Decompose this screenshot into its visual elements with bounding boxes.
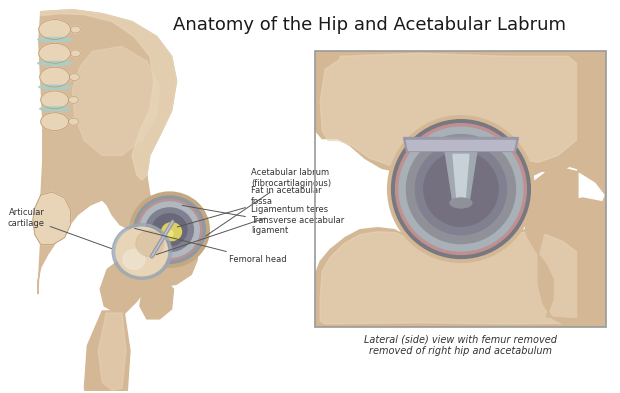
Ellipse shape: [40, 107, 69, 111]
Ellipse shape: [388, 116, 534, 263]
Polygon shape: [146, 218, 192, 248]
Polygon shape: [41, 10, 177, 180]
Ellipse shape: [134, 196, 205, 263]
Ellipse shape: [39, 85, 71, 89]
Ellipse shape: [41, 91, 69, 109]
Ellipse shape: [164, 230, 173, 238]
Ellipse shape: [39, 43, 71, 63]
Ellipse shape: [138, 200, 202, 260]
Polygon shape: [445, 151, 477, 203]
Ellipse shape: [39, 20, 71, 39]
Text: Femoral head: Femoral head: [135, 228, 286, 264]
Ellipse shape: [40, 67, 69, 87]
Ellipse shape: [69, 73, 79, 81]
Ellipse shape: [38, 37, 71, 41]
Polygon shape: [73, 46, 160, 155]
Ellipse shape: [162, 223, 182, 241]
Ellipse shape: [123, 250, 145, 269]
Polygon shape: [316, 225, 606, 327]
Ellipse shape: [392, 120, 530, 259]
Polygon shape: [84, 311, 130, 393]
Polygon shape: [453, 154, 469, 201]
Ellipse shape: [146, 208, 193, 252]
Text: Transverse acetabular
ligament: Transverse acetabular ligament: [182, 206, 344, 235]
Polygon shape: [404, 138, 518, 151]
Ellipse shape: [69, 118, 78, 125]
Text: Acetabular labrum
(fibrocartilaginous): Acetabular labrum (fibrocartilaginous): [206, 169, 331, 236]
Ellipse shape: [38, 61, 71, 65]
Ellipse shape: [153, 214, 187, 246]
Text: Fat in acetabular
fossa: Fat in acetabular fossa: [177, 186, 322, 227]
Polygon shape: [525, 51, 606, 327]
Ellipse shape: [112, 224, 172, 279]
Text: Ligamentum teres: Ligamentum teres: [156, 206, 328, 255]
Ellipse shape: [71, 50, 81, 57]
Ellipse shape: [407, 134, 515, 244]
Polygon shape: [132, 222, 197, 287]
Ellipse shape: [450, 198, 472, 208]
Bar: [316, 51, 606, 327]
Polygon shape: [38, 10, 177, 294]
Polygon shape: [516, 51, 606, 327]
Ellipse shape: [71, 26, 81, 33]
Ellipse shape: [140, 202, 200, 257]
Ellipse shape: [130, 192, 209, 267]
Polygon shape: [33, 192, 71, 244]
Polygon shape: [140, 279, 174, 319]
Text: Articular
cartilage: Articular cartilage: [7, 208, 112, 249]
Ellipse shape: [136, 231, 164, 257]
Ellipse shape: [415, 143, 507, 235]
Ellipse shape: [399, 127, 523, 251]
Ellipse shape: [116, 227, 167, 276]
Text: Lateral (side) view with femur removed
removed of right hip and acetabulum: Lateral (side) view with femur removed r…: [364, 335, 557, 356]
Polygon shape: [316, 51, 606, 172]
Ellipse shape: [396, 124, 526, 255]
Polygon shape: [321, 53, 598, 165]
Polygon shape: [98, 313, 126, 390]
Polygon shape: [321, 232, 603, 324]
Ellipse shape: [424, 152, 498, 226]
Bar: [316, 51, 606, 327]
Ellipse shape: [69, 96, 78, 103]
Polygon shape: [100, 257, 152, 316]
Ellipse shape: [41, 113, 69, 130]
Text: Anatomy of the Hip and Acetabular Labrum: Anatomy of the Hip and Acetabular Labrum: [174, 16, 566, 34]
Polygon shape: [407, 141, 515, 151]
